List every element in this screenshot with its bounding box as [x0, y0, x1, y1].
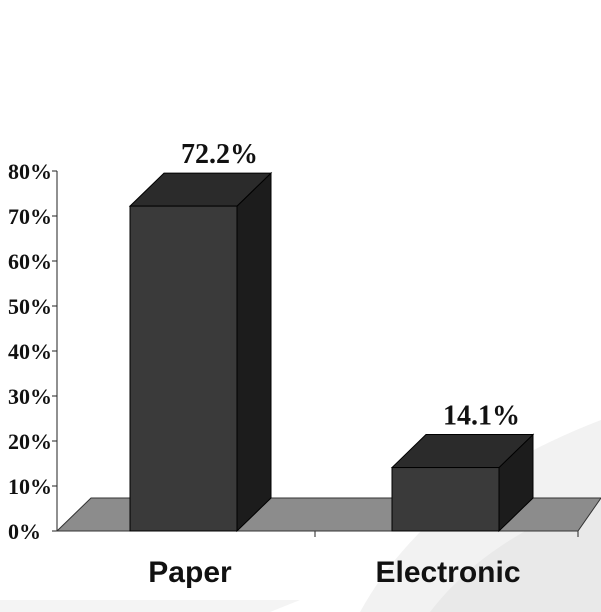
bars-group — [128, 171, 535, 533]
bar-front-face — [129, 205, 238, 532]
y-tick-label: 70% — [8, 204, 52, 229]
bar-paper — [128, 171, 273, 533]
y-tick-label: 0% — [8, 519, 41, 544]
bar-front-face — [391, 467, 500, 532]
bar-side-face — [236, 171, 272, 533]
y-tick-label: 60% — [8, 249, 52, 274]
labels-group: 72.2% Paper 14.1% Electronic — [148, 139, 520, 589]
data-label: 14.1% — [443, 401, 520, 432]
y-tick-label: 20% — [8, 429, 52, 454]
y-tick-label: 50% — [8, 294, 52, 319]
data-label: 72.2% — [181, 139, 258, 170]
y-tick-label: 30% — [8, 384, 52, 409]
x-category-label: Electronic — [375, 556, 520, 589]
y-tick-label: 40% — [8, 339, 52, 364]
bar-electronic — [390, 433, 535, 533]
y-tick-label: 10% — [8, 474, 52, 499]
x-category-label: Paper — [148, 556, 232, 589]
y-axis-group: 0% 10% 20% 30% 40% 50% 60% 70% 80% — [8, 159, 579, 544]
y-tick-label: 80% — [8, 159, 52, 184]
